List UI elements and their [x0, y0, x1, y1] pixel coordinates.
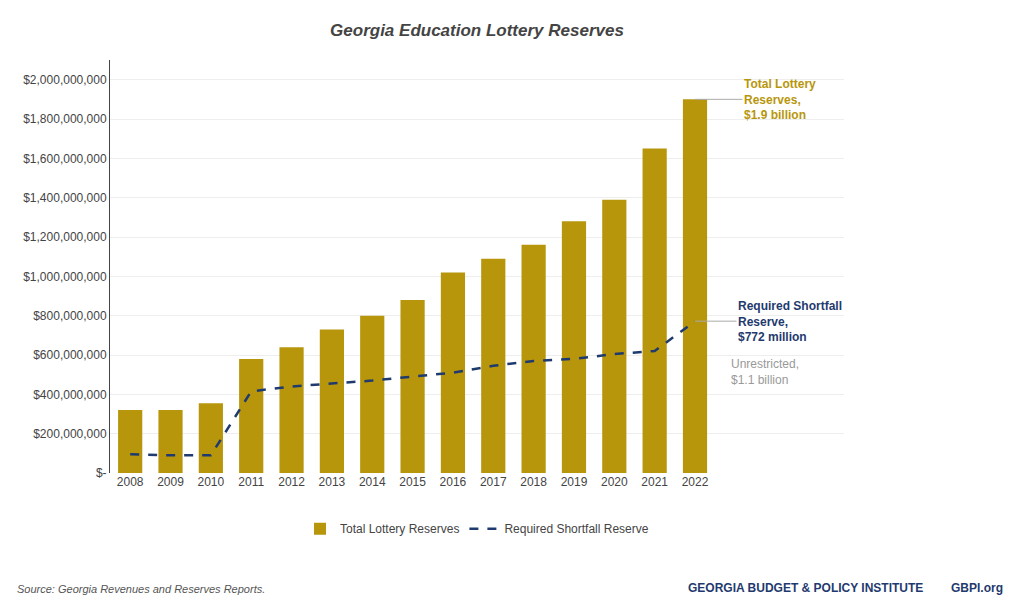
svg-text:$1,000,000,000: $1,000,000,000	[23, 270, 107, 284]
svg-text:Total LotteryReserves,$1.9 bil: Total LotteryReserves,$1.9 billion	[744, 77, 816, 122]
svg-text:2017: 2017	[480, 475, 507, 489]
svg-text:Required Shortfall Reserve: Required Shortfall Reserve	[504, 522, 648, 536]
svg-text:2013: 2013	[319, 475, 346, 489]
svg-text:2021: 2021	[641, 475, 668, 489]
svg-text:GBPI.org: GBPI.org	[951, 581, 1003, 595]
svg-text:$-: $-	[96, 466, 107, 480]
svg-text:2008: 2008	[117, 475, 144, 489]
svg-text:$1,600,000,000: $1,600,000,000	[23, 152, 107, 166]
svg-text:2022: 2022	[682, 475, 709, 489]
svg-text:Source: Georgia Revenues and R: Source: Georgia Revenues and Reserves Re…	[17, 583, 265, 595]
svg-text:$1,200,000,000: $1,200,000,000	[23, 230, 107, 244]
svg-text:2009: 2009	[157, 475, 184, 489]
svg-text:Unrestricted,$1.1 billion: Unrestricted,$1.1 billion	[731, 357, 799, 387]
svg-text:$1,800,000,000: $1,800,000,000	[23, 112, 107, 126]
svg-text:$600,000,000: $600,000,000	[33, 348, 107, 362]
svg-text:2020: 2020	[601, 475, 628, 489]
svg-text:$800,000,000: $800,000,000	[33, 309, 107, 323]
svg-text:Required ShortfallReserve,$772: Required ShortfallReserve,$772 million	[738, 299, 842, 344]
svg-text:2012: 2012	[278, 475, 305, 489]
svg-text:Georgia Education Lottery Rese: Georgia Education Lottery Reserves	[330, 21, 624, 40]
svg-text:$400,000,000: $400,000,000	[33, 388, 107, 402]
svg-text:2014: 2014	[359, 475, 386, 489]
svg-text:2019: 2019	[561, 475, 588, 489]
svg-text:2018: 2018	[520, 475, 547, 489]
svg-text:2011: 2011	[238, 475, 264, 489]
svg-text:$200,000,000: $200,000,000	[33, 427, 107, 441]
svg-text:Total Lottery Reserves: Total Lottery Reserves	[340, 522, 459, 536]
svg-text:2016: 2016	[440, 475, 467, 489]
svg-text:2010: 2010	[198, 475, 225, 489]
svg-text:$2,000,000,000: $2,000,000,000	[23, 73, 107, 87]
svg-text:2015: 2015	[399, 475, 426, 489]
svg-text:GEORGIA BUDGET & POLICY INSTIT: GEORGIA BUDGET & POLICY INSTITUTE	[688, 581, 923, 595]
svg-text:$1,400,000,000: $1,400,000,000	[23, 191, 107, 205]
